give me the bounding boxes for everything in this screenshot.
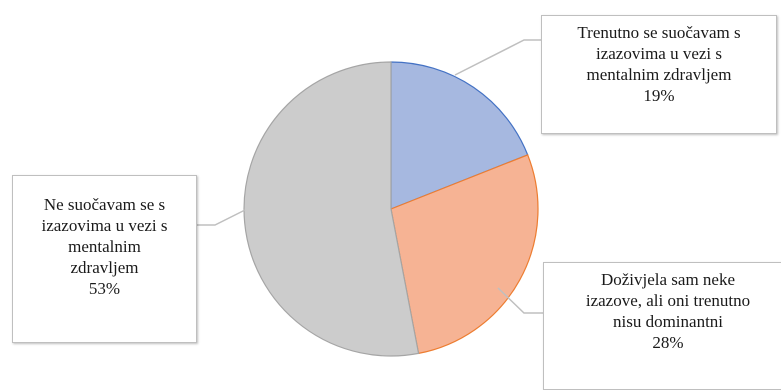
data-label-percent: 19%	[643, 86, 675, 105]
pie-slice-2	[390, 154, 539, 355]
pie-slice-3	[243, 61, 420, 357]
leader-line-2	[497, 287, 544, 314]
pie-slice-1	[390, 61, 529, 210]
data-label-line: izazove, ali oni trenutno	[585, 291, 751, 310]
data-label-slice-2: Doživjela sam neke izazove, ali oni tren…	[543, 262, 781, 390]
data-label-line: zdravljem	[70, 258, 139, 277]
data-label-line: Trenutno se suočavam s	[577, 23, 741, 42]
data-label-slice-3: Ne suočavam se s izazovima u vezi s ment…	[12, 175, 197, 343]
data-label-line: izazovima u vezi s	[41, 216, 168, 235]
data-label-line: izazovima u vezi s	[595, 44, 723, 63]
leader-line-1	[454, 39, 542, 76]
data-label-slice-1: Trenutno se suočavam s izazovima u vezi …	[541, 15, 777, 134]
data-label-line: mentalnim	[68, 237, 141, 256]
data-label-line: Ne suočavam se s	[43, 195, 166, 214]
data-label-percent: 28%	[652, 333, 684, 352]
data-label-line: Doživjela sam neke	[600, 270, 736, 289]
data-label-line: nisu dominantni	[612, 312, 724, 331]
leader-line-3	[197, 209, 246, 226]
data-label-percent: 53%	[88, 279, 121, 298]
data-label-line: mentalnim zdravljem	[586, 65, 732, 84]
